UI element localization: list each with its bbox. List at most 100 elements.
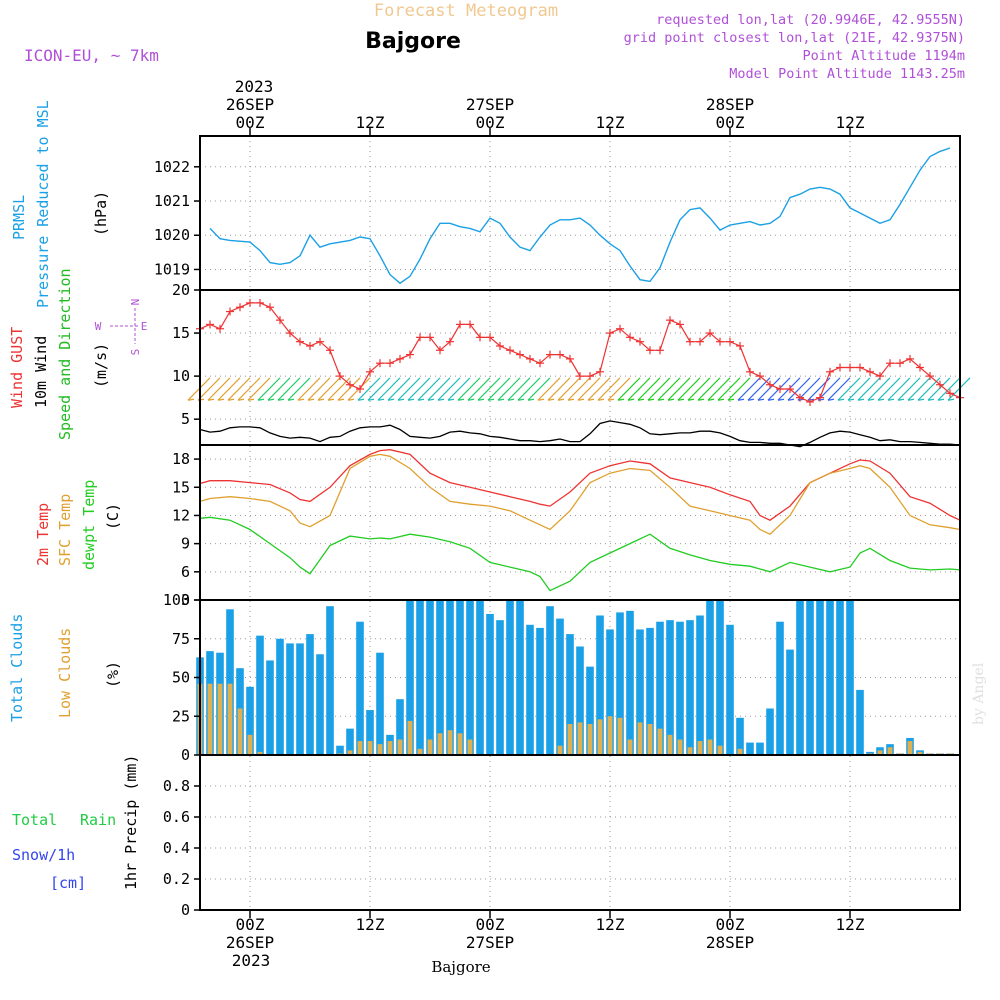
top-time-label: 12Z: [596, 113, 625, 132]
compass-east: E: [141, 320, 148, 333]
total-clouds-bar: [356, 621, 364, 755]
y-tick-label: 1022: [154, 158, 190, 176]
wind-direction-arrow: [207, 377, 231, 401]
wind-direction-arrow: [477, 377, 501, 401]
total-clouds-bar: [586, 666, 594, 755]
wind-direction-arrow: [217, 377, 241, 401]
wind-direction-arrowhead: [257, 398, 265, 401]
bottom-time-label: 00Z: [476, 915, 505, 934]
total-clouds-bar: [786, 649, 794, 755]
total-clouds-bar: [846, 600, 854, 755]
wind-direction-arrowhead: [717, 398, 725, 401]
bottom-date-label: 27SEP: [466, 933, 514, 952]
total-clouds-bar: [376, 652, 384, 755]
wind-direction-arrowhead: [377, 398, 385, 401]
low-clouds-bar: [457, 733, 463, 755]
y-tick-label: 0.8: [163, 777, 190, 795]
low-clouds-bar: [257, 751, 263, 755]
y-tick-label: 15: [172, 478, 190, 496]
wind-direction-arrowhead: [387, 398, 395, 401]
y-tick-label: 0: [181, 901, 190, 919]
low-clouds-bar: [907, 741, 913, 755]
wind-direction-arrow: [427, 377, 451, 401]
panel-frame: [199, 754, 961, 911]
wind-direction-arrow: [507, 377, 531, 401]
precip-cm-label: [cm]: [50, 874, 86, 892]
total-clouds-bar: [606, 629, 614, 755]
wind-direction-arrowhead: [287, 398, 295, 401]
data-layer: [187, 147, 971, 911]
pressure-line: [209, 147, 951, 285]
wind-direction-arrow: [597, 377, 621, 401]
wind-direction-arrow: [567, 377, 591, 401]
wind-direction-arrowhead: [267, 398, 275, 401]
wind-direction-arrow: [537, 377, 561, 401]
wind-direction-arrow: [857, 377, 881, 401]
grid-lines: [200, 136, 960, 911]
bottom-year-label: 2023: [232, 951, 271, 970]
y-tick-label: 5: [181, 410, 190, 428]
wind-direction-arrow: [727, 377, 751, 401]
total-clouds-bar: [666, 620, 674, 755]
wind-direction-arrow: [847, 377, 871, 401]
wind-direction-arrowhead: [657, 398, 665, 401]
point-altitude: Point Altitude 1194m: [802, 48, 965, 64]
temp-2m-label: 2m Temp: [34, 503, 52, 566]
wind-direction-arrow: [417, 377, 441, 401]
top-date-label: 26SEP: [226, 95, 274, 114]
low-clouds-bar: [417, 748, 423, 755]
wind-direction-arrowhead: [697, 398, 705, 401]
footer-station-label: Bajgore: [431, 958, 490, 976]
low-clouds-bar: [697, 741, 703, 755]
total-clouds-bar: [266, 660, 274, 755]
wind-direction-arrowhead: [447, 398, 455, 401]
total-clouds-bar: [436, 600, 444, 755]
top-date-label: 28SEP: [706, 95, 754, 114]
wind-direction-arrowhead: [487, 398, 495, 401]
low-clouds-bar: [627, 739, 633, 755]
low-clouds-bar: [607, 716, 613, 755]
total-clouds-bar: [476, 600, 484, 755]
precip-rain-label: Rain: [80, 811, 116, 829]
wind-direction-arrow: [897, 377, 921, 401]
wind-direction-arrow: [667, 377, 691, 401]
total-clouds-bar: [456, 600, 464, 755]
precip-total-label: Total: [12, 811, 57, 829]
total-clouds-bar: [756, 742, 764, 755]
wind-direction-arrowhead: [207, 398, 215, 401]
low-clouds-bar: [237, 708, 243, 755]
y-tick-label: 6: [181, 563, 190, 581]
y-tick-label: 100: [163, 591, 190, 609]
wind-direction-arrowhead: [777, 398, 785, 401]
total-clouds-bar: [326, 606, 334, 755]
total-clouds-bar: [636, 629, 644, 755]
wind-direction-arrowhead: [437, 398, 445, 401]
wind-direction-arrow: [637, 377, 661, 401]
total-clouds-bar: [336, 745, 344, 755]
wind-direction-arrow: [867, 377, 891, 401]
total-clouds-bar: [836, 600, 844, 755]
station-title: Bajgore: [365, 29, 461, 54]
low-clouds-bar: [877, 750, 883, 755]
bottom-time-label: 00Z: [716, 915, 745, 934]
low-clouds-bar: [357, 741, 363, 755]
wind-direction-arrowhead: [567, 398, 575, 401]
bottom-time-label: 00Z: [236, 915, 265, 934]
low-clouds-bar: [247, 734, 253, 755]
low-clouds-bar: [447, 730, 453, 755]
low-clouds-bar: [617, 717, 623, 755]
wind-direction-arrowhead: [327, 398, 335, 401]
low-clouds-bar: [217, 683, 223, 755]
top-time-label: 00Z: [476, 113, 505, 132]
wind-compass: N S W E: [95, 299, 148, 356]
wind-direction-arrowhead: [747, 398, 755, 401]
wind-direction-arrow: [357, 377, 381, 401]
axis-layer: 1019 1020 1021 1022 5 10 15 20 3 6 9 12 15 18 0 25 50 75 1…: [154, 128, 961, 919]
wind-direction-arrowhead: [587, 398, 595, 401]
wind-direction-arrowhead: [817, 398, 825, 401]
model-label: ICON-EU, ~ 7km: [24, 46, 159, 65]
wind-direction-arrow: [797, 377, 821, 401]
low-clouds-bar: [397, 739, 403, 755]
total-clouds-bar: [566, 634, 574, 755]
panel-frame: [199, 444, 961, 601]
